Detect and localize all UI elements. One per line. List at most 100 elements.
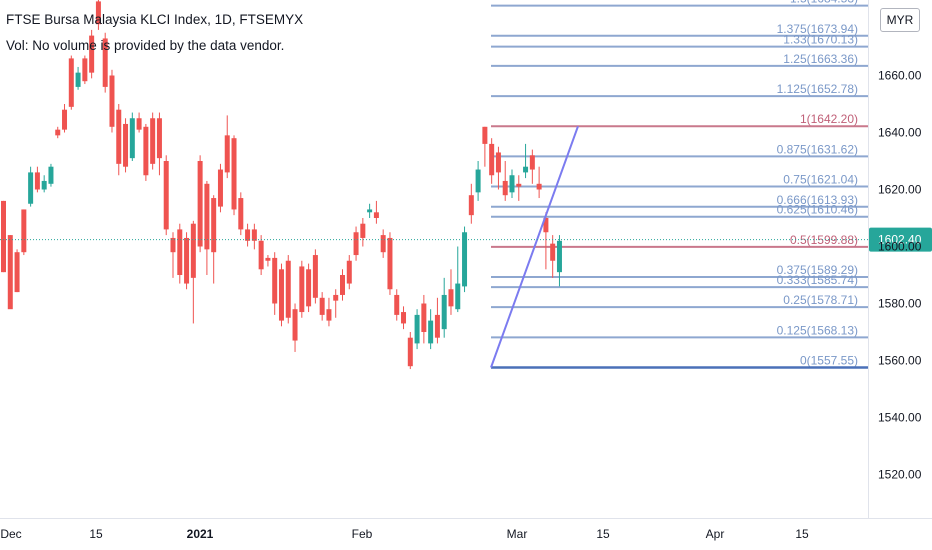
candle[interactable]	[495, 146, 501, 190]
currency-button[interactable]: MYR	[880, 8, 920, 32]
candle[interactable]	[340, 269, 345, 301]
candle[interactable]	[360, 218, 366, 247]
fib-level-label: 0.25(1578.71)	[783, 293, 858, 307]
candle[interactable]	[278, 263, 284, 327]
fib-level-label: 0.125(1568.13)	[777, 323, 858, 337]
candle[interactable]	[312, 249, 318, 304]
candle[interactable]	[407, 332, 413, 370]
fib-level-label: 1.125(1652.78)	[777, 82, 858, 96]
candle[interactable]	[217, 163, 223, 213]
candle[interactable]	[170, 232, 176, 278]
candle[interactable]	[116, 104, 122, 176]
candle[interactable]	[509, 169, 515, 199]
candle[interactable]	[536, 166, 542, 199]
candle[interactable]	[224, 115, 230, 179]
candle[interactable]	[421, 294, 427, 344]
candle[interactable]	[455, 246, 461, 313]
candle[interactable]	[129, 112, 135, 161]
candle[interactable]	[516, 175, 522, 201]
candle[interactable]	[333, 289, 339, 318]
candle[interactable]	[89, 29, 95, 79]
candle[interactable]	[1, 200, 6, 273]
candle[interactable]	[197, 155, 203, 253]
candle[interactable]	[434, 297, 440, 344]
candle[interactable]	[48, 163, 54, 187]
candle[interactable]	[380, 229, 386, 258]
candle[interactable]	[75, 66, 81, 90]
fib-level-label: 1.33(1670.13)	[783, 33, 858, 47]
candle[interactable]	[184, 232, 190, 290]
candle[interactable]	[367, 203, 373, 218]
candle[interactable]	[245, 223, 251, 247]
candle[interactable]	[272, 252, 278, 315]
candle[interactable]	[204, 180, 210, 275]
candle[interactable]	[82, 55, 88, 85]
candle[interactable]	[482, 126, 488, 167]
candle[interactable]	[523, 143, 529, 179]
candle[interactable]	[292, 303, 298, 352]
candle[interactable]	[109, 69, 115, 133]
candle[interactable]	[190, 220, 196, 324]
candle[interactable]	[489, 138, 495, 184]
candle[interactable]	[136, 112, 142, 133]
candle[interactable]	[543, 212, 549, 270]
candle[interactable]	[163, 155, 169, 236]
y-tick-label: 1560.00	[878, 354, 922, 368]
candle[interactable]	[231, 135, 237, 216]
candle[interactable]	[428, 309, 434, 350]
candle[interactable]	[475, 161, 481, 201]
candle[interactable]	[401, 306, 407, 330]
candle[interactable]	[414, 309, 420, 350]
candle[interactable]	[285, 255, 291, 324]
candle[interactable]	[326, 297, 332, 327]
candle[interactable]	[150, 112, 156, 170]
candle[interactable]	[387, 232, 393, 295]
candle[interactable]	[238, 192, 244, 236]
candle[interactable]	[95, 0, 101, 30]
fib-level-label: 0.75(1621.04)	[783, 173, 858, 187]
candle[interactable]	[299, 260, 305, 318]
candle[interactable]	[14, 249, 20, 293]
candle[interactable]	[68, 55, 74, 110]
y-tick-label: 1520.00	[878, 468, 922, 482]
candle[interactable]	[102, 32, 108, 93]
candle[interactable]	[251, 223, 257, 250]
x-tick-label: Apr	[706, 527, 725, 541]
candle[interactable]	[21, 209, 27, 256]
candle[interactable]	[441, 277, 447, 338]
candle[interactable]	[468, 183, 474, 224]
candle[interactable]	[394, 289, 400, 321]
candle[interactable]	[28, 166, 34, 207]
candle[interactable]	[448, 269, 454, 315]
candle[interactable]	[123, 118, 129, 173]
fib-level-label: 0.375(1589.29)	[777, 263, 858, 277]
fib-level-label: 1.375(1673.94)	[777, 22, 858, 36]
candle[interactable]	[373, 200, 379, 224]
candle[interactable]	[156, 112, 162, 176]
candle[interactable]	[7, 235, 13, 310]
candle[interactable]	[265, 255, 271, 267]
candle[interactable]	[34, 166, 40, 193]
candle[interactable]	[55, 126, 61, 139]
candle[interactable]	[258, 235, 264, 275]
candle[interactable]	[346, 255, 352, 290]
candle[interactable]	[462, 226, 468, 293]
fib-level-label: 0.625(1610.46)	[777, 203, 858, 217]
candle[interactable]	[353, 226, 359, 261]
candle[interactable]	[550, 235, 556, 278]
candle[interactable]	[143, 123, 149, 181]
candle[interactable]	[62, 104, 68, 133]
candle[interactable]	[306, 263, 312, 313]
candle[interactable]	[556, 235, 562, 287]
candle[interactable]	[41, 175, 47, 193]
candle[interactable]	[502, 161, 508, 201]
x-tick-label: 15	[596, 527, 610, 541]
candle[interactable]	[529, 149, 535, 184]
candle[interactable]	[177, 223, 183, 284]
fib-trend-line[interactable]	[490, 125, 579, 368]
y-tick-label: 1580.00	[878, 297, 922, 311]
candle[interactable]	[319, 292, 325, 321]
x-tick-label: Dec	[0, 527, 21, 541]
x-tick-label: 2021	[187, 527, 214, 541]
